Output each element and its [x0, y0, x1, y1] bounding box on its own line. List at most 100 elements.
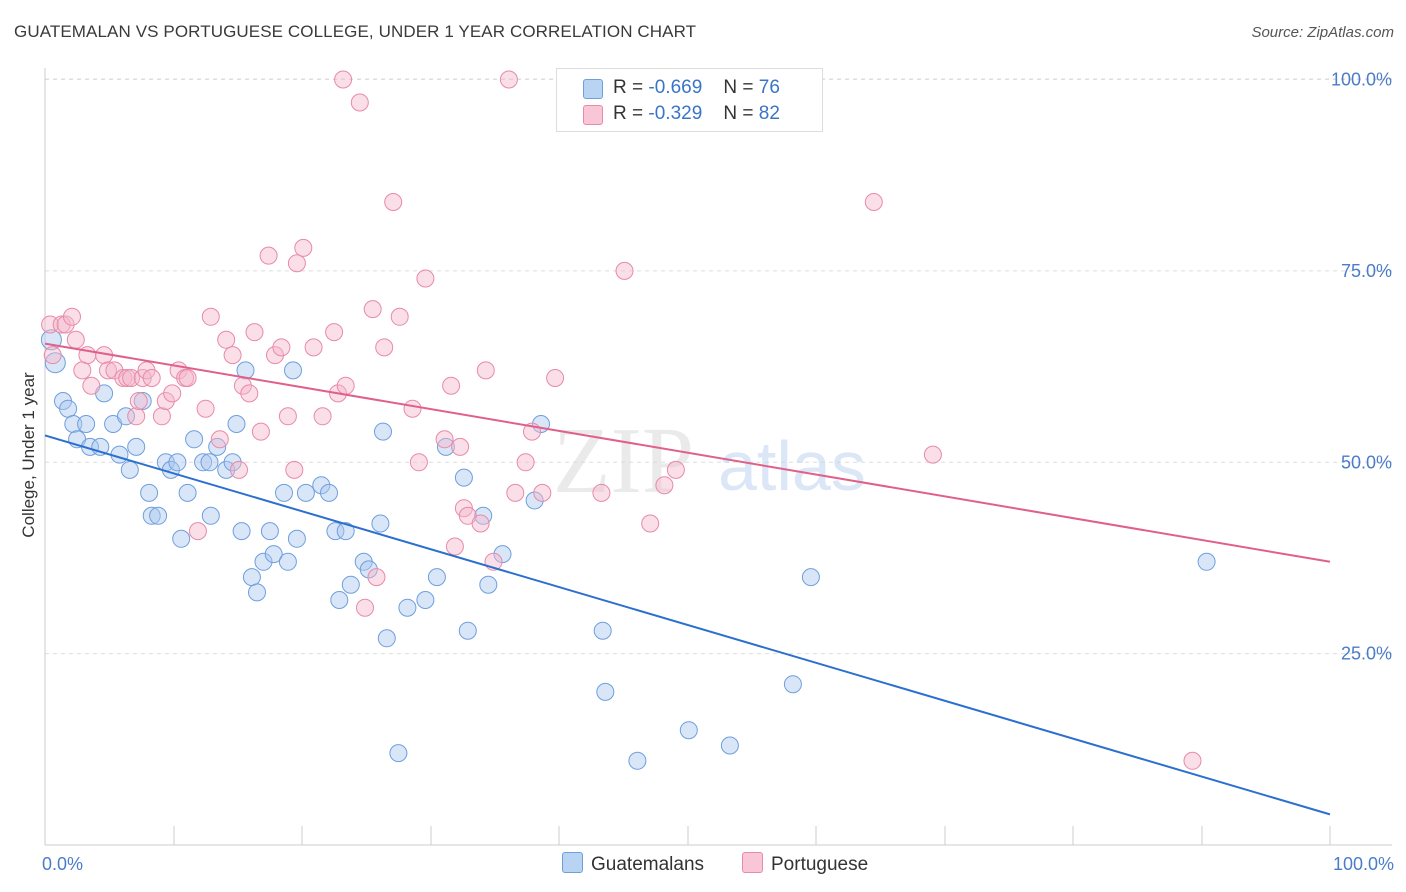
portuguese-point: [435, 430, 454, 449]
portuguese-point: [278, 407, 297, 426]
guatemalan-point: [416, 591, 435, 609]
source-label: Source: ZipAtlas.com: [1251, 24, 1394, 41]
portuguese-point: [516, 453, 535, 472]
watermark-zip: ZIP: [553, 409, 694, 513]
guatemalan-point: [371, 514, 390, 533]
guatemalan-point: [525, 491, 544, 510]
portuguese-point: [118, 369, 137, 387]
portuguese-point: [56, 315, 75, 334]
portuguese-point: [210, 430, 229, 449]
legend-r-value: -0.669: [648, 77, 703, 98]
portuguese-point: [223, 346, 242, 365]
guatemalan-point: [117, 407, 135, 426]
guatemalan-point: [458, 621, 477, 640]
portuguese-trend-line: [44, 342, 1331, 563]
legend-r-label: R =: [613, 103, 644, 124]
guatemalan-point: [284, 361, 302, 380]
legend-n-label: N =: [723, 103, 754, 124]
y-tick-label: 25.0%: [1341, 644, 1392, 664]
portuguese-point: [43, 346, 62, 365]
guatemalan-point: [359, 560, 378, 579]
portuguese-point: [546, 369, 565, 387]
portuguese-point: [82, 376, 101, 395]
portuguese-point: [334, 70, 353, 89]
portuguese-point: [641, 514, 660, 533]
portuguese-point: [367, 568, 386, 587]
portuguese-point: [127, 407, 146, 426]
portuguese-point: [272, 338, 291, 357]
portuguese-point: [655, 476, 674, 495]
guatemalan-point: [679, 721, 698, 740]
guatemalan-point: [296, 483, 315, 502]
portuguese-point: [363, 300, 382, 319]
guatemalan-point: [264, 545, 283, 564]
portuguese-point: [304, 338, 323, 357]
trend-lines: [44, 342, 1331, 816]
guatemalan-point: [172, 529, 191, 548]
y-axis-title: College, Under 1 year: [19, 372, 38, 538]
y-tick-label: 75.0%: [1341, 261, 1392, 281]
guatemalan-point: [178, 483, 197, 502]
guatemalan-point: [320, 483, 338, 502]
legend-swatch-pink: [583, 105, 603, 125]
guatemalan-point: [275, 483, 293, 502]
guatemalan-point: [217, 460, 236, 479]
guatemalan-point: [127, 437, 146, 456]
portuguese-point: [99, 361, 117, 380]
portuguese-point: [73, 361, 92, 380]
guatemalan-point: [720, 736, 739, 755]
guatemalan-point: [593, 621, 612, 640]
x-tick-label: 100.0%: [1333, 854, 1394, 874]
bottom-legend-label: Guatemalans: [591, 854, 705, 875]
guatemalan-point: [801, 568, 820, 587]
chart-title: GUATEMALAN VS PORTUGUESE COLLEGE, UNDER …: [14, 22, 697, 41]
portuguese-point: [259, 246, 278, 265]
portuguese-point: [592, 483, 611, 502]
guatemalan-point: [185, 430, 204, 449]
guatemalan-point: [1197, 552, 1216, 571]
guatemalan-point: [436, 437, 455, 456]
portuguese-point: [356, 598, 374, 617]
guatemalan-point: [628, 751, 647, 770]
portuguese-point: [114, 369, 133, 387]
portuguese-point: [416, 269, 435, 288]
guatemalan-point: [77, 415, 96, 433]
guatemalan-point: [312, 476, 331, 495]
bottom-legend-portuguese: Portuguese: [742, 852, 868, 876]
portuguese-point: [375, 338, 394, 357]
guatemalan-point: [149, 506, 168, 525]
portuguese-point: [294, 238, 313, 257]
guatemalan-point: [377, 629, 396, 648]
portuguese-point: [409, 453, 428, 472]
guatemalan-point: [64, 415, 83, 433]
guatemalan-point: [260, 522, 279, 541]
portuguese-point: [615, 261, 634, 280]
portuguese-point: [533, 483, 552, 502]
portuguese-point: [313, 407, 332, 426]
guatemalan-point: [389, 744, 408, 763]
portuguese-point: [451, 437, 470, 456]
portuguese-point: [390, 307, 409, 326]
guatemalan-point: [227, 415, 246, 433]
portuguese-point: [240, 384, 259, 403]
portuguese-point: [384, 193, 403, 211]
guatemalan-point: [200, 453, 219, 472]
guatemalan-point: [194, 453, 213, 472]
guatemalan-point: [454, 468, 473, 487]
watermark: ZIP atlas: [553, 409, 866, 513]
watermark-atlas: atlas: [718, 427, 866, 505]
portuguese-point: [336, 376, 355, 395]
legend-r-label: R =: [613, 77, 644, 98]
guatemalan-point: [232, 522, 251, 541]
guatemalan-point: [278, 552, 297, 571]
y-tick-label: 100.0%: [1331, 70, 1392, 90]
portuguese-point: [163, 384, 182, 403]
bottom-legend-label: Portuguese: [771, 854, 869, 875]
portuguese-point: [442, 376, 461, 395]
guatemalan-point: [330, 591, 349, 609]
guatemalan-point: [326, 522, 345, 541]
portuguese-point: [201, 307, 220, 326]
portuguese-point: [188, 522, 207, 541]
guatemalan-point: [493, 545, 512, 564]
